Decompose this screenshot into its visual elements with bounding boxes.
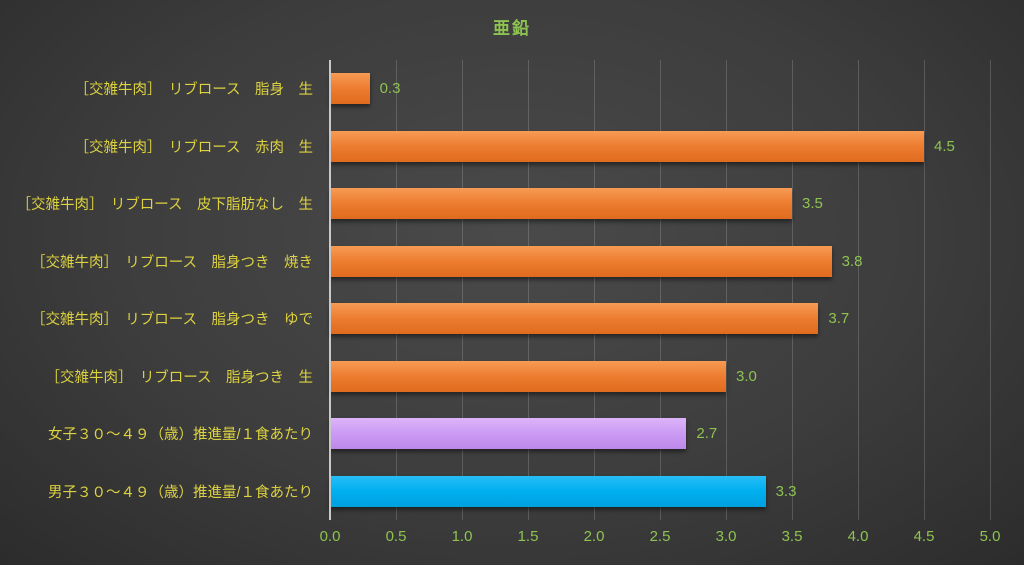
bar-blue <box>330 475 766 507</box>
bar-row: 3.7 <box>330 290 990 348</box>
bar-value-label: 2.7 <box>696 425 718 443</box>
bar-orange <box>330 73 370 105</box>
x-axis: 0.0 0.5 1.0 1.5 2.0 2.5 3.0 3.5 4.0 4.5 5.0 <box>320 528 1001 552</box>
bar-orange <box>330 245 832 277</box>
x-tick-label: 0.0 <box>319 528 341 545</box>
gridline <box>594 60 595 520</box>
bar-value-label: 0.3 <box>379 80 401 98</box>
gridline <box>660 60 661 520</box>
bar-row: 4.5 <box>330 118 990 176</box>
bar-value-label: 3.5 <box>802 195 823 213</box>
category-label: ［交雑牛肉］ リブロース 脂身つき 生 <box>45 369 313 386</box>
y-axis-line <box>329 60 331 520</box>
plot-area: 0.3 4.5 3.5 3.8 3.7 3.0 2.7 3.3 <box>329 60 991 520</box>
gridline <box>528 60 529 520</box>
x-tick-label: 0.5 <box>385 528 407 545</box>
gridline <box>858 60 859 520</box>
x-tick-label: 1.0 <box>451 528 473 545</box>
bar-value-label: 3.0 <box>736 367 757 385</box>
x-tick-label: 3.0 <box>715 528 737 545</box>
bar-row: 2.7 <box>330 405 990 463</box>
bar-value-label: 3.3 <box>775 482 797 500</box>
bar-orange <box>330 130 924 162</box>
category-label: ［交雑牛肉］ リブロース 皮下脂肪なし 生 <box>16 197 313 214</box>
bar-orange <box>330 360 726 392</box>
x-tick-label: 4.0 <box>847 528 869 545</box>
x-tick-label: 3.5 <box>781 528 803 545</box>
category-label: ［交雑牛肉］ リブロース 脂身つき 焼き <box>30 254 313 271</box>
bar-row: 3.0 <box>330 348 990 406</box>
bar-rows: 0.3 4.5 3.5 3.8 3.7 3.0 2.7 3.3 <box>330 60 990 520</box>
category-axis: ［交雑牛肉］ リブロース 脂身 生 ［交雑牛肉］ リブロース 赤肉 生 ［交雑牛肉］… <box>0 60 322 520</box>
bar-value-label: 4.5 <box>934 137 955 155</box>
category-label: ［交雑牛肉］ リブロース 赤肉 生 <box>74 139 313 156</box>
category-label: 男子３０～４９（歳）推進量/１食あたり <box>47 484 313 501</box>
bar-value-label: 3.7 <box>828 310 850 328</box>
bar-purple <box>330 418 687 450</box>
bar-row: 0.3 <box>330 60 990 118</box>
bar-orange <box>330 188 792 220</box>
x-tick-label: 2.5 <box>649 528 671 545</box>
bar-row: 3.5 <box>330 175 990 233</box>
gridline <box>396 60 397 520</box>
category-label: ［交雑牛肉］ リブロース 脂身 生 <box>74 82 313 99</box>
gridline <box>792 60 793 520</box>
x-tick-label: 1.5 <box>517 528 539 545</box>
gridline <box>462 60 463 520</box>
gridline <box>990 60 991 520</box>
category-label: ［交雑牛肉］ リブロース 脂身つき ゆで <box>30 312 313 329</box>
bar-row: 3.8 <box>330 233 990 291</box>
chart-title: 亜鉛 <box>493 19 531 38</box>
gridline <box>924 60 925 520</box>
x-tick-label: 4.5 <box>913 528 935 545</box>
category-label: 女子３０～４９（歳）推進量/１食あたり <box>47 427 313 444</box>
bar-row: 3.3 <box>330 463 990 521</box>
x-tick-label: 2.0 <box>583 528 605 545</box>
gridline <box>726 60 727 520</box>
bar-orange <box>330 303 819 335</box>
bar-value-label: 3.8 <box>841 252 863 270</box>
x-tick-label: 5.0 <box>979 528 1001 545</box>
